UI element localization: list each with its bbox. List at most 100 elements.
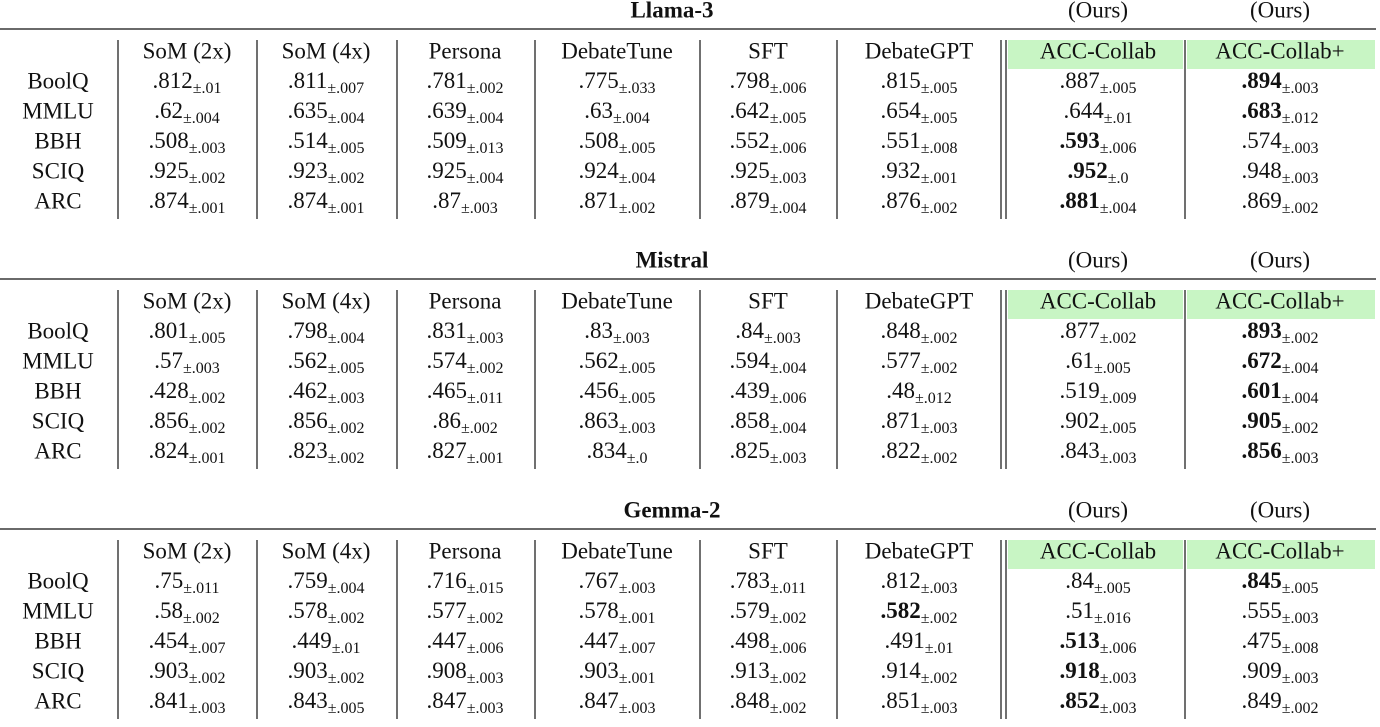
cell-mean: .905 xyxy=(1241,408,1281,433)
cell: .823±.002 xyxy=(287,438,364,466)
cell-std: ±.003 xyxy=(619,420,656,437)
cell: .644±.01 xyxy=(1063,98,1132,126)
cell-mean: .869 xyxy=(1241,188,1281,213)
cell-std: ±.004 xyxy=(1282,360,1319,377)
cell: .447±.007 xyxy=(578,628,655,656)
cell-std: ±.011 xyxy=(183,580,219,597)
cell: .491±.01 xyxy=(884,628,953,656)
cell: .923±.002 xyxy=(287,158,364,186)
cell-mean: .831 xyxy=(426,318,466,343)
cell-mean: .845 xyxy=(1241,568,1281,593)
cell-std: ±.003 xyxy=(1282,170,1319,187)
cell-std: ±.003 xyxy=(921,580,958,597)
column-header: SoM (2x) xyxy=(143,538,232,563)
cell: .834±.0 xyxy=(586,438,647,466)
cell-mean: .48 xyxy=(886,378,915,403)
cell: .812±.003 xyxy=(880,568,957,596)
cell: .642±.005 xyxy=(729,98,806,126)
cell-mean: .642 xyxy=(729,98,769,123)
cell-mean: .913 xyxy=(729,658,769,683)
cell-std: ±.003 xyxy=(328,390,365,407)
cell-mean: .909 xyxy=(1241,658,1281,683)
cell-mean: .783 xyxy=(730,568,770,593)
cell: .903±.002 xyxy=(148,658,225,686)
cell-mean: .877 xyxy=(1059,318,1099,343)
cell: .683±.012 xyxy=(1241,98,1318,126)
cell-std: ±.005 xyxy=(1094,580,1131,597)
cell-std: ±.003 xyxy=(764,330,801,347)
cell-mean: .83 xyxy=(584,318,613,343)
cell-mean: .593 xyxy=(1059,128,1099,153)
row-label: BoolQ xyxy=(27,568,89,593)
cell: .783±.011 xyxy=(730,568,806,596)
cell-mean: .851 xyxy=(880,688,920,713)
column-header: SoM (4x) xyxy=(282,288,371,313)
row-label: SCIQ xyxy=(32,408,85,433)
cell-mean: .848 xyxy=(729,688,769,713)
cell-std: ±.003 xyxy=(619,700,656,717)
cell-std: ±.001 xyxy=(189,200,226,217)
cell: .903±.002 xyxy=(287,658,364,686)
cell-std: ±.002 xyxy=(619,200,656,217)
cell: .465±.011 xyxy=(427,378,503,406)
cell: .831±.003 xyxy=(426,318,503,346)
cell: .918±.003 xyxy=(1059,658,1136,686)
column-header: ACC-Collab xyxy=(1040,538,1156,563)
cell-mean: .852 xyxy=(1059,688,1099,713)
cell: .447±.006 xyxy=(426,628,503,656)
cell-std: ±.007 xyxy=(619,640,656,657)
cell-mean: .51 xyxy=(1065,598,1094,623)
cell-mean: .514 xyxy=(287,128,328,153)
cell-mean: .447 xyxy=(426,628,466,653)
row-label: SCIQ xyxy=(32,158,85,183)
cell-std: ±.005 xyxy=(770,110,807,127)
cell-std: ±.004 xyxy=(467,170,504,187)
cell: .577±.002 xyxy=(426,598,503,626)
cell-std: ±.003 xyxy=(770,170,807,187)
cell-std: ±.005 xyxy=(619,390,656,407)
highlight xyxy=(1008,290,1183,319)
cell-mean: .798 xyxy=(287,318,327,343)
cell-std: ±.002 xyxy=(1282,200,1319,217)
cell-std: ±.003 xyxy=(183,360,220,377)
cell: .513±.006 xyxy=(1059,628,1136,656)
cell: .908±.003 xyxy=(426,658,503,686)
row-label: MMLU xyxy=(22,598,94,623)
cell: .905±.002 xyxy=(1241,408,1318,436)
cell-mean: .781 xyxy=(426,68,466,93)
cell-mean: .75 xyxy=(155,568,184,593)
cell: .552±.006 xyxy=(729,128,806,156)
ours-label: (Ours) xyxy=(1068,497,1128,522)
highlight xyxy=(1008,40,1183,69)
cell-mean: .57 xyxy=(154,348,183,373)
cell-std: ±.011 xyxy=(770,580,806,597)
table-block: Gemma-2 (Ours) (Ours) SoM (2x) SoM (4x) Perso… xyxy=(0,497,1376,719)
cell-std: ±.007 xyxy=(327,80,364,97)
cell: .845±.005 xyxy=(1241,568,1318,596)
cell: .815±.005 xyxy=(880,68,957,96)
cell-std: ±.004 xyxy=(613,110,650,127)
cell-std: ±.01 xyxy=(193,80,222,97)
cell: .925±.004 xyxy=(426,158,503,186)
cell: .519±.009 xyxy=(1059,378,1136,406)
cell-mean: .847 xyxy=(578,688,618,713)
cell: .654±.005 xyxy=(880,98,957,126)
cell-std: ±.004 xyxy=(619,170,656,187)
cell-mean: .948 xyxy=(1241,158,1281,183)
ours-label: (Ours) xyxy=(1068,0,1128,22)
row-label: BBH xyxy=(34,378,81,403)
cell-std: ±.004 xyxy=(1100,200,1137,217)
cell-std: ±.002 xyxy=(467,80,504,97)
table-title: Llama-3 xyxy=(630,0,713,22)
cell-mean: .798 xyxy=(729,68,769,93)
cell-mean: .849 xyxy=(1241,688,1281,713)
cell-mean: .908 xyxy=(426,658,466,683)
cell: .562±.005 xyxy=(578,348,655,376)
cell-mean: .577 xyxy=(880,348,920,373)
table-block: Llama-3 (Ours) (Ours) SoM (2x) SoM (4x) Perso… xyxy=(0,0,1376,219)
cell-std: ±.008 xyxy=(921,140,958,157)
column-header: Persona xyxy=(429,538,502,563)
cell-mean: .552 xyxy=(729,128,769,153)
cell: .887±.005 xyxy=(1059,68,1136,96)
